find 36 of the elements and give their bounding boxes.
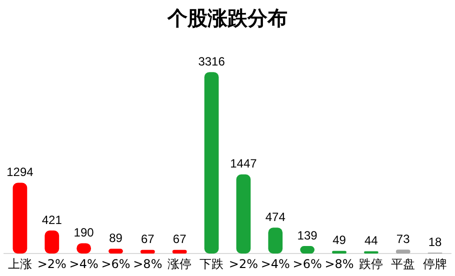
data-label: 49 — [332, 233, 346, 248]
x-tick-label: 平盘 — [391, 256, 416, 271]
x-tick-label: >8% — [133, 256, 162, 271]
x-tick-label: 跌停 — [359, 256, 384, 271]
bar — [364, 251, 378, 254]
bar — [268, 228, 283, 254]
data-label: 67 — [172, 232, 187, 246]
x-tick-label: >6% — [292, 256, 322, 271]
chart-title: 个股涨跌分布 — [166, 6, 288, 30]
data-label: 1447 — [230, 156, 258, 171]
bar — [12, 182, 28, 254]
data-label: 190 — [74, 226, 94, 240]
x-tick-label: 停牌 — [423, 256, 448, 271]
bar — [44, 230, 60, 254]
data-label: 67 — [141, 232, 155, 246]
bar — [332, 250, 346, 254]
x-tick-label: >6% — [101, 256, 130, 271]
data-label: 18 — [428, 234, 442, 249]
x-tick-label: 下跌 — [200, 256, 224, 271]
bar — [236, 174, 251, 254]
x-tick-label: >4% — [69, 256, 98, 271]
data-label: 139 — [297, 228, 318, 242]
x-tick-label: >8% — [324, 256, 354, 271]
data-label: 1294 — [6, 165, 34, 180]
x-tick-label: 涨停 — [168, 256, 192, 271]
x-tick-label: >2% — [228, 256, 258, 271]
x-tick-label: >2% — [37, 256, 66, 271]
x-tick-label: 上涨 — [8, 256, 32, 271]
data-label: 44 — [364, 234, 378, 248]
data-label: 73 — [396, 232, 410, 246]
x-tick-label: >4% — [260, 256, 290, 271]
data-label: 474 — [265, 210, 286, 224]
bar — [204, 72, 219, 254]
data-label: 89 — [109, 231, 123, 246]
data-label: 421 — [42, 212, 62, 227]
data-label: 3316 — [198, 54, 226, 68]
